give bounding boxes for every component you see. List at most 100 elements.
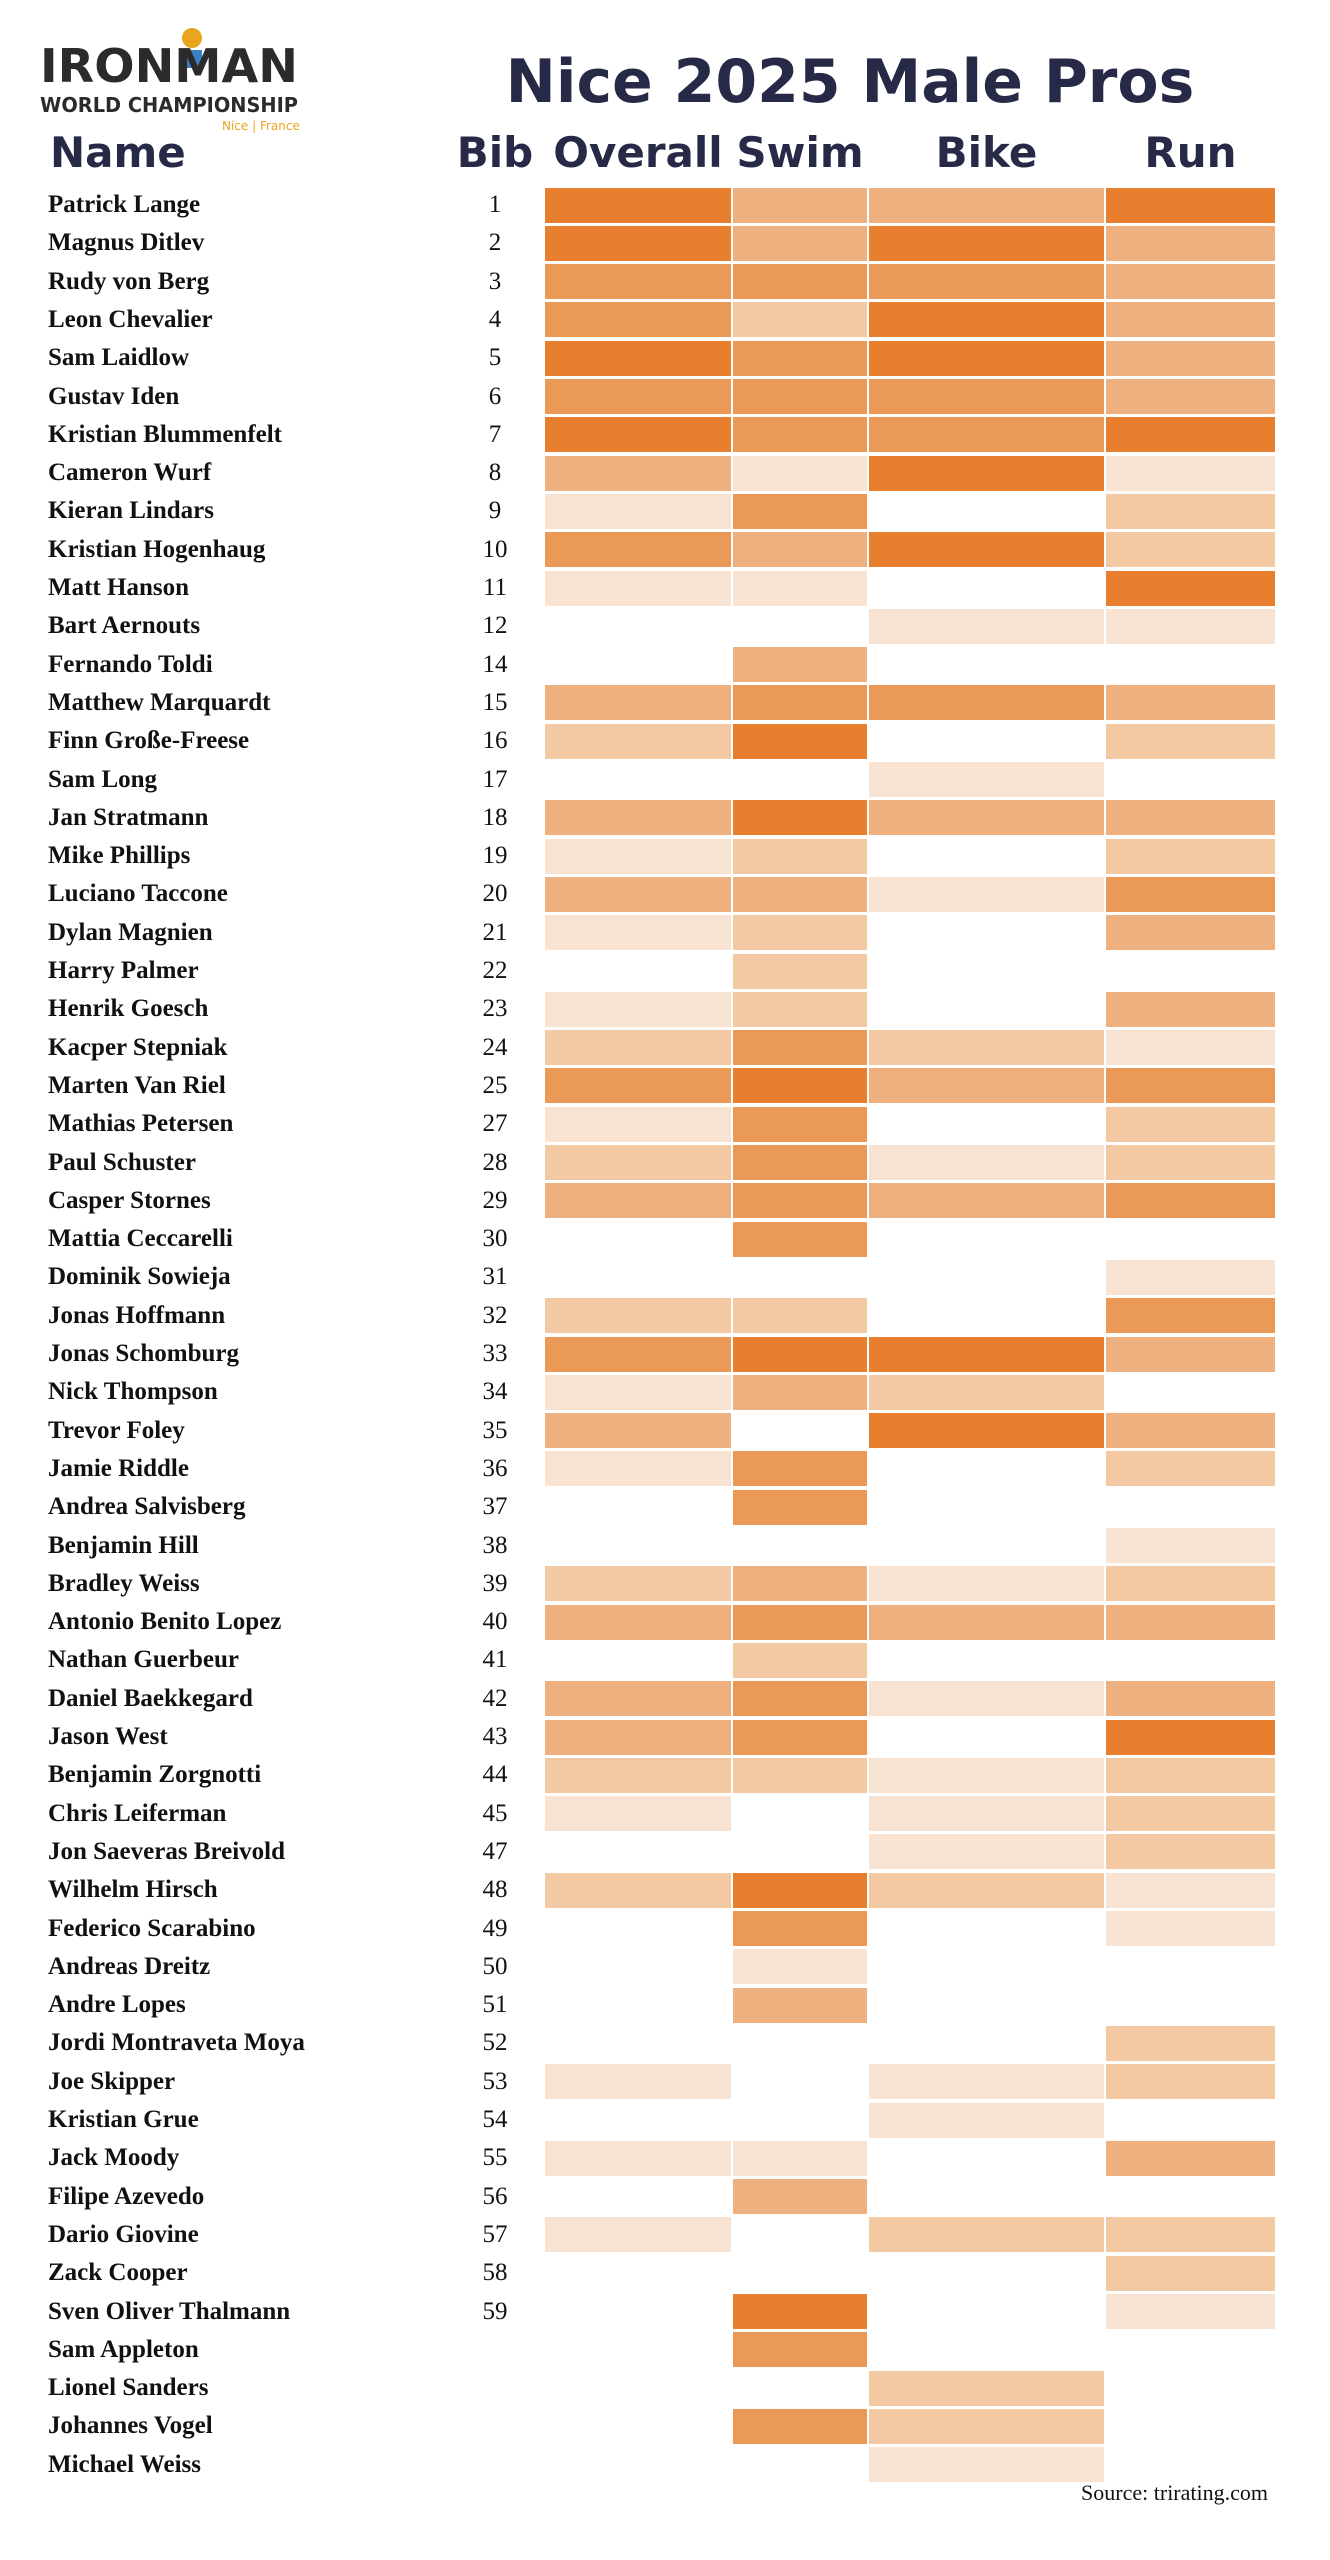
heat-cell-bike [869, 379, 1104, 414]
row-name: Zack Cooper [48, 2259, 188, 2287]
row-name: Jan Stratmann [48, 803, 209, 831]
row-bib: 33 [482, 1340, 508, 1367]
row-name: Cameron Wurf [48, 459, 212, 487]
row-bib [455, 2407, 535, 2445]
row-name: Casper Stornes [48, 1186, 211, 1214]
row-bib: 4 [488, 305, 502, 333]
row-bib: 8 [488, 459, 502, 487]
row-bib: 1 [488, 191, 502, 218]
row-bib: 14 [482, 650, 508, 678]
row-bib: 35 [482, 1416, 508, 1444]
heat-cell-swim [733, 1221, 867, 1257]
heat-cell-bike [869, 455, 1104, 491]
row-name: Leon Chevalier [48, 305, 213, 333]
row-bib: 32 [482, 1301, 508, 1329]
heat-cell-bike [869, 685, 1104, 721]
row-name: Harry Palmer [48, 957, 199, 984]
row-bib: 39 [482, 1569, 508, 1597]
heat-cell-run [1106, 1796, 1275, 1832]
heat-cell-bike [869, 1336, 1104, 1372]
row-name: Johannes Vogel [48, 2412, 213, 2440]
heat-cell-run [1106, 2255, 1275, 2291]
heat-cell-overall [545, 1183, 731, 1219]
row-bib: 2 [488, 229, 502, 257]
row-name: Andrea Salvisberg [48, 1493, 246, 1521]
row-name: Mike Phillips [48, 842, 191, 870]
row-bib: 12 [482, 612, 508, 640]
heat-cell-overall [545, 2064, 731, 2100]
heat-cell-overall [545, 1681, 731, 1717]
heat-cell-bike [869, 2447, 1104, 2483]
row-bib: 10 [482, 535, 508, 563]
heat-cell-run [1106, 1834, 1275, 1870]
heat-cell-swim [733, 340, 867, 376]
heat-cell-run [1106, 493, 1275, 529]
row-bib: 20 [482, 880, 508, 908]
logo-brand: IRONMAN [40, 39, 298, 93]
row-name: Fernando Toldi [48, 650, 213, 678]
heat-cell-run [1106, 417, 1275, 453]
heat-cell-overall [545, 1374, 731, 1410]
row-bib: 54 [482, 2106, 508, 2133]
heat-cell-bike [869, 2370, 1104, 2406]
header-overall: Overall [553, 128, 723, 177]
heat-cell-run [1106, 2294, 1275, 2329]
heat-cell-run [1106, 455, 1275, 491]
row-name: Kristian Blummenfelt [48, 420, 283, 448]
heat-cell-run [1106, 723, 1275, 759]
heat-cell-bike [869, 2217, 1104, 2253]
row-bib: 11 [482, 574, 508, 601]
heat-cell-bike [869, 800, 1104, 836]
heat-cell-run [1106, 1872, 1275, 1908]
heat-cell-overall [545, 264, 731, 300]
heat-cell-overall [545, 876, 731, 912]
row-name: Kristian Hogenhaug [48, 535, 266, 563]
row-bib: 52 [482, 2029, 508, 2057]
header-bike: Bike [935, 128, 1038, 177]
row-bib [455, 2369, 535, 2407]
heat-cell-run [1106, 2025, 1275, 2061]
heat-cell-run [1106, 2064, 1275, 2100]
row-bib: 22 [482, 957, 508, 984]
row-name: Rudy von Berg [48, 267, 210, 295]
row-name: Jonas Schomburg [48, 1340, 240, 1367]
heat-cell-overall [545, 1872, 731, 1908]
heat-cell-bike [869, 340, 1104, 376]
row-name: Sam Laidlow [48, 344, 190, 372]
heat-cell-swim [733, 1374, 867, 1410]
row-name: Bradley Weiss [48, 1569, 200, 1597]
heat-cell-swim [733, 838, 867, 874]
row-name: Gustav Iden [48, 382, 180, 410]
heat-cell-overall [545, 570, 731, 606]
heat-cell-bike [869, 187, 1104, 223]
heat-cell-swim [733, 1757, 867, 1793]
row-bib: 34 [482, 1378, 508, 1406]
heat-cell-run [1106, 1106, 1275, 1142]
heat-cell-bike [869, 1681, 1104, 1717]
heat-cell-swim [733, 1489, 867, 1525]
heat-cell-run [1106, 915, 1275, 951]
row-bib: 6 [488, 382, 502, 410]
heat-cell-swim [733, 1336, 867, 1372]
heat-cell-swim [733, 1106, 867, 1142]
row-bib: 55 [482, 2144, 508, 2172]
heat-cell-swim [733, 991, 867, 1027]
heat-cell-overall [545, 1719, 731, 1755]
heat-cell-bike [869, 1604, 1104, 1640]
heat-cell-swim [733, 1642, 867, 1678]
row-name: Antonio Benito Lopez [48, 1608, 282, 1636]
heat-cell-swim [733, 417, 867, 453]
heat-cell-swim [733, 1681, 867, 1717]
heat-cell-run [1106, 1911, 1275, 1946]
heat-cell-overall [545, 915, 731, 951]
heat-cell-swim [733, 2140, 867, 2176]
heat-cell-overall [545, 379, 731, 414]
row-bib: 36 [482, 1454, 508, 1482]
heat-cell-bike [869, 2102, 1104, 2138]
row-name: Kieran Lindars [48, 497, 214, 525]
row-bib: 7 [488, 420, 502, 448]
heat-cell-bike [869, 1374, 1104, 1410]
heat-cell-overall [545, 1413, 731, 1449]
heat-cell-bike [869, 1834, 1104, 1870]
heat-cell-run [1106, 1566, 1275, 1602]
